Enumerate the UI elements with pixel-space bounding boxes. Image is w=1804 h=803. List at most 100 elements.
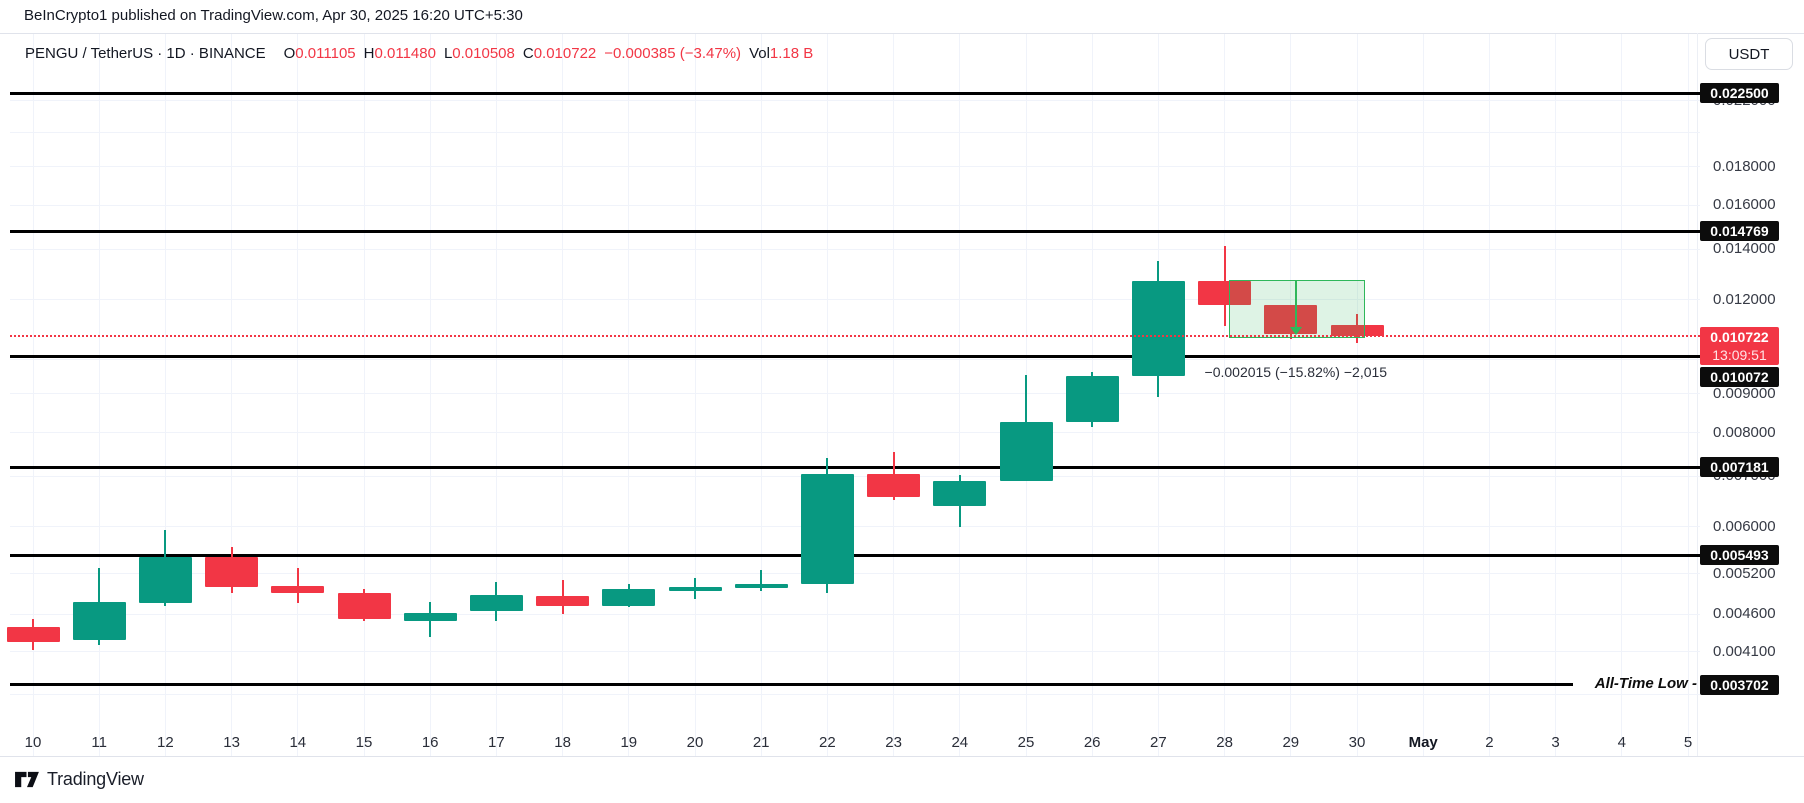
date-label-17: 17 <box>488 734 505 751</box>
level-line-0.010072[interactable] <box>10 355 1700 358</box>
price-level-badge-0.003702: 0.003702 <box>1700 674 1779 695</box>
level-line-0.014769[interactable] <box>10 229 1700 233</box>
horizontal-gridline <box>10 693 1700 695</box>
candle-apr-15[interactable] <box>337 593 391 620</box>
ohlc-value: 0.011105 <box>295 45 356 62</box>
horizontal-gridline <box>10 299 1700 301</box>
candle-apr-17[interactable] <box>469 595 523 612</box>
horizontal-gridline <box>10 573 1700 575</box>
horizontal-gridline <box>10 475 1700 477</box>
candle-apr-11[interactable] <box>72 602 126 641</box>
last-price-badge: 0.010722 13:09:51 <box>1700 326 1779 365</box>
date-label-11: 11 <box>91 734 107 751</box>
candle-apr-14[interactable] <box>271 586 325 594</box>
candle-apr-26[interactable] <box>1065 376 1119 422</box>
horizontal-gridline <box>10 358 1700 360</box>
last-price-value: 0.010722 <box>1710 328 1769 345</box>
price-axis-border <box>1697 33 1698 756</box>
date-label-25: 25 <box>1017 734 1035 751</box>
vertical-gridline <box>694 34 696 756</box>
ohlc-value: 0.010508 <box>452 45 515 62</box>
candle-apr-12[interactable] <box>138 557 192 603</box>
all-time-low-label: All-Time Low - <box>1594 675 1697 693</box>
date-label-26: 26 <box>1083 734 1101 751</box>
date-label-14: 14 <box>289 734 307 751</box>
candle-apr-24[interactable] <box>933 480 987 506</box>
date-label-16: 16 <box>421 734 439 751</box>
price-label-0.018000: 0.018000 <box>1713 157 1776 175</box>
vertical-gridline <box>826 34 828 756</box>
ohlc-label: H <box>363 45 375 62</box>
horizontal-gridline <box>10 131 1700 133</box>
level-line-0.022500[interactable] <box>10 91 1700 95</box>
candle-apr-19[interactable] <box>602 589 656 607</box>
price-level-badge-0.010072: 0.010072 <box>1700 367 1779 387</box>
date-label-5: 5 <box>1683 734 1693 751</box>
symbol-legend[interactable]: PENGU / TetherUS · 1D · BINANCE O0.011105… <box>25 45 813 62</box>
date-label-12: 12 <box>157 734 174 751</box>
currency-label: USDT <box>1728 45 1770 63</box>
tradingview-footer[interactable]: TradingView <box>13 769 144 790</box>
date-label-3: 3 <box>1551 734 1560 751</box>
candle-apr-30[interactable] <box>1330 324 1384 336</box>
horizontal-gridline <box>10 651 1700 653</box>
level-line-0.005493[interactable] <box>10 553 1700 557</box>
price-label-0.014000: 0.014000 <box>1713 240 1776 257</box>
level-line-0.003702[interactable] <box>10 683 1573 687</box>
candle-apr-25[interactable] <box>999 421 1053 481</box>
vertical-gridline <box>32 34 34 756</box>
candle-apr-27[interactable] <box>1131 280 1185 377</box>
currency-toggle-button[interactable]: USDT <box>1705 38 1793 70</box>
symbol-title: PENGU / TetherUS · 1D · BINANCE <box>25 45 266 62</box>
ohlc-value: 0.011480 <box>374 45 436 62</box>
price-level-badge-0.022500: 0.022500 <box>1700 83 1779 103</box>
candle-apr-28[interactable] <box>1198 280 1252 306</box>
vertical-gridline <box>628 34 630 756</box>
last-price-line <box>10 335 1700 337</box>
ohlc-label: C <box>522 45 534 62</box>
vertical-gridline <box>363 34 365 756</box>
candle-apr-22[interactable] <box>800 474 854 585</box>
chart-top-border <box>0 33 1804 34</box>
date-label-29: 29 <box>1282 734 1300 751</box>
price-label-0.009000: 0.009000 <box>1713 384 1776 402</box>
date-label-4: 4 <box>1617 734 1626 751</box>
candle-apr-18[interactable] <box>536 596 590 607</box>
last-price-time: 13:09:51 <box>1712 346 1767 363</box>
horizontal-gridline <box>10 432 1700 433</box>
date-label-28: 28 <box>1216 734 1233 751</box>
ohlc-label: O <box>283 45 296 62</box>
chart-bottom-border <box>0 756 1804 757</box>
candle-wick-apr-14 <box>296 567 299 603</box>
ohlc-label: L <box>443 45 453 62</box>
price-level-badge-0.007181: 0.007181 <box>1700 457 1779 478</box>
ohlc-value: 0.010722 <box>533 45 597 62</box>
candle-wick-apr-21 <box>760 569 763 592</box>
measure-arrow-head-icon <box>1289 327 1302 335</box>
candle-apr-21[interactable] <box>734 584 788 589</box>
horizontal-gridline <box>10 204 1700 206</box>
tradingview-logo-icon <box>15 771 39 788</box>
horizontal-gridline <box>10 248 1700 250</box>
date-label-30: 30 <box>1348 734 1366 751</box>
price-label-0.006000: 0.006000 <box>1713 517 1776 535</box>
candle-apr-20[interactable] <box>668 587 722 591</box>
candle-apr-10[interactable] <box>6 626 60 642</box>
price-label-0.005200: 0.005200 <box>1713 564 1776 582</box>
horizontal-gridline <box>10 526 1700 528</box>
candle-apr-16[interactable] <box>403 612 457 621</box>
candle-apr-23[interactable] <box>867 474 921 497</box>
date-label-2: 2 <box>1485 734 1494 751</box>
change-value: −0.000385 (−3.47%) <box>604 45 742 62</box>
date-label-27: 27 <box>1150 734 1167 751</box>
measure-annotation: −0.002015 (−15.82%) −2,015 <box>1204 364 1388 380</box>
date-label-22: 22 <box>819 734 836 751</box>
publish-attribution: BeInCrypto1 published on TradingView.com… <box>24 7 523 24</box>
level-line-0.007181[interactable] <box>10 465 1700 469</box>
vertical-gridline <box>297 34 299 756</box>
vertical-gridline <box>760 34 762 756</box>
candle-apr-13[interactable] <box>205 557 259 588</box>
date-label-15: 15 <box>355 734 373 751</box>
date-label-10: 10 <box>24 734 42 751</box>
